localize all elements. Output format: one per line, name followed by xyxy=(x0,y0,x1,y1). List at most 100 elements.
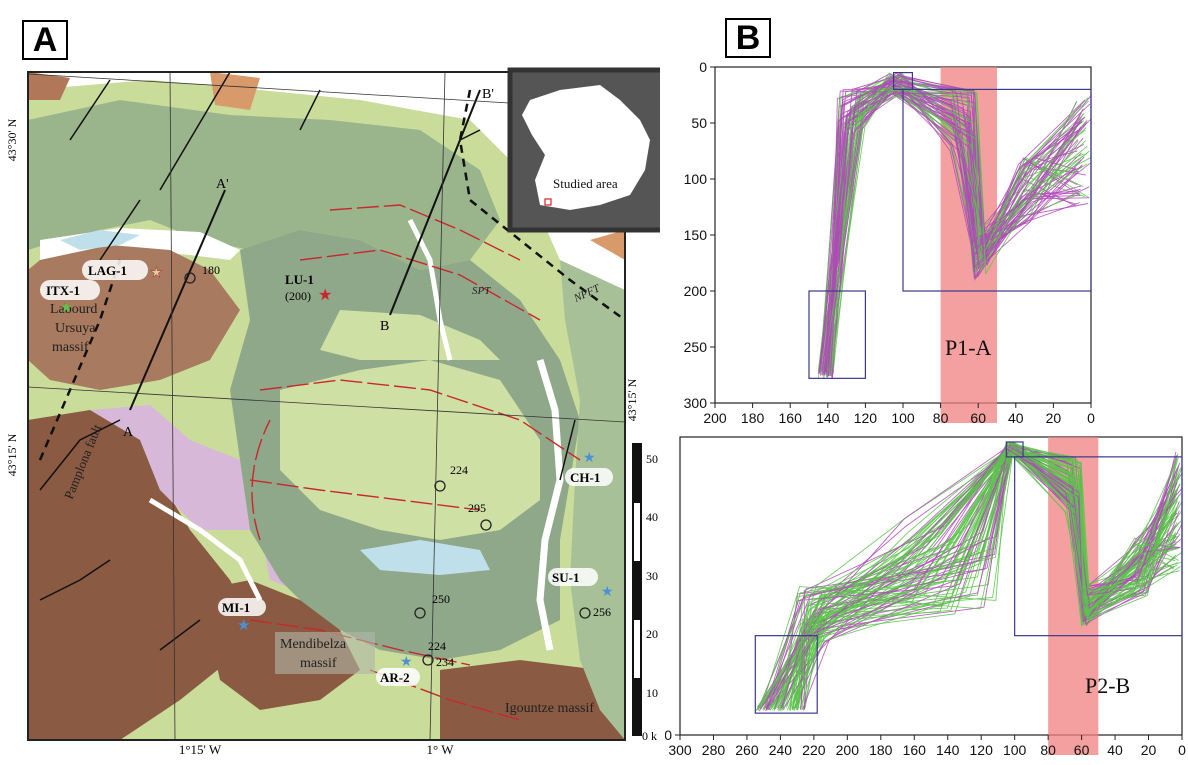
model-path xyxy=(830,85,1082,376)
model-path xyxy=(757,443,1182,710)
plot-p2-b: 300 280 260 240 220 200 180 160 140 120 100 80 60 40 2… xyxy=(665,436,1186,758)
well-label: AR-2 xyxy=(380,670,410,685)
constraint-box xyxy=(902,88,1092,292)
plot-p1-a: 200 180 160 140 120 100 80 60 40 20 0 050100150200… xyxy=(684,59,1095,426)
model-path xyxy=(793,450,1177,710)
x-tick-label: 40 xyxy=(1008,410,1024,426)
flysch-unit xyxy=(28,100,500,270)
model-path xyxy=(831,86,1090,371)
x-tick-label: 60 xyxy=(970,410,986,426)
y-tick-label: 250 xyxy=(684,339,708,355)
x-tick-label: 200 xyxy=(703,410,727,426)
model-path xyxy=(791,443,1178,709)
inset-label: Studied area xyxy=(553,176,618,191)
section-line-a xyxy=(129,189,226,411)
x-tick-label: 60 xyxy=(1074,742,1090,758)
model-path xyxy=(825,79,1092,375)
scale-tick: 40 xyxy=(646,510,658,524)
model-path xyxy=(824,90,1080,376)
section-a-prime-label: A' xyxy=(216,177,229,192)
model-path xyxy=(829,81,1080,370)
well-label: LAG-1 xyxy=(88,263,127,278)
depth-label-256: 256 xyxy=(593,605,611,619)
inset-map: Studied area xyxy=(507,67,660,233)
spt-label: SPT xyxy=(472,285,491,297)
model-path xyxy=(827,91,1077,375)
x-tick-label: 160 xyxy=(779,410,803,426)
x-tick-label: 180 xyxy=(869,742,893,758)
x-tick-label: 240 xyxy=(769,742,793,758)
x-tick-label: 140 xyxy=(816,410,840,426)
constraint-box xyxy=(1014,456,1183,637)
model-path xyxy=(771,449,1178,709)
well-lag-1: LAG-1 ★ xyxy=(82,260,163,281)
depth-label-250: 250 xyxy=(432,592,450,606)
star-icon: ★ xyxy=(583,451,596,466)
geological-map: Studied area 43°30' N 43°15' N 43°15' N … xyxy=(5,67,660,757)
x-tick-label: 140 xyxy=(936,742,960,758)
lat-label-top: 43°30' N xyxy=(5,118,19,161)
well-label: SU-1 xyxy=(552,570,579,585)
x-tick-label: 80 xyxy=(933,410,949,426)
y-tick-label: 100 xyxy=(684,171,708,187)
model-path xyxy=(801,451,1178,711)
igountze-label: Igountze massif xyxy=(505,701,594,716)
model-path xyxy=(758,443,1177,712)
well-label: CH-1 xyxy=(570,470,600,485)
paleozoic-basement xyxy=(28,410,250,740)
mendibelza-label-2: massif xyxy=(300,656,337,671)
star-icon: ★ xyxy=(318,287,332,304)
x-tick-label: 120 xyxy=(970,742,994,758)
inset-location-marker xyxy=(544,198,552,206)
section-line-b xyxy=(389,89,481,316)
section-a-label: A xyxy=(123,425,134,440)
model-path xyxy=(823,92,1083,375)
well-mi-1: MI-1 ★ xyxy=(218,598,266,634)
model-path xyxy=(817,83,1079,375)
y-tick-label: 150 xyxy=(684,227,708,243)
model-path xyxy=(782,450,1178,711)
star-icon: ★ xyxy=(601,585,614,600)
model-path xyxy=(756,444,1176,708)
mendibelza-label-1: Mendibelza xyxy=(280,637,347,652)
model-path xyxy=(823,75,1091,375)
well-lu-1: LU-1 ★ (200) xyxy=(285,272,332,304)
well-su-1: SU-1 ★ xyxy=(548,568,614,600)
x-tick-label: 280 xyxy=(702,742,726,758)
model-path xyxy=(818,91,1082,374)
scale-tick: 20 xyxy=(646,627,658,641)
section-b-label: B xyxy=(380,319,389,334)
depth-label-295: 295 xyxy=(468,501,486,515)
model-path xyxy=(765,442,1175,709)
star-icon: ★ xyxy=(400,655,413,670)
model-path xyxy=(826,88,1086,378)
depth-label-234: 234 xyxy=(436,655,454,669)
y-tick-label: 0 xyxy=(699,59,707,75)
depth-label-224b: 224 xyxy=(428,639,446,653)
model-path xyxy=(798,446,1178,709)
depth-label-lag: 180 xyxy=(202,263,220,277)
star-icon: ★ xyxy=(60,301,73,316)
scale-tick: 30 xyxy=(646,569,658,583)
x-tick-label: 0 xyxy=(1178,742,1186,758)
x-tick-label: 160 xyxy=(903,742,927,758)
model-path xyxy=(793,451,1179,712)
model-path xyxy=(829,78,1077,377)
section-b-prime-label: B' xyxy=(482,87,494,102)
x-tick-label: 20 xyxy=(1141,742,1157,758)
x-tick-label: 100 xyxy=(1003,742,1027,758)
plot-title: P2-B xyxy=(1085,673,1130,698)
labourd-label-2: Ursuya xyxy=(55,321,96,336)
x-tick-label: 260 xyxy=(735,742,759,758)
well-label: MI-1 xyxy=(222,600,250,615)
y-tick-label: 50 xyxy=(691,115,707,131)
well-itx-1: ITX-1 ★ xyxy=(40,280,100,316)
well-label: LU-1 xyxy=(285,272,314,287)
x-tick-label: 120 xyxy=(854,410,878,426)
star-icon: ★ xyxy=(237,618,250,634)
labourd-label-3: massif xyxy=(52,340,89,355)
scale-tick: 10 xyxy=(646,686,658,700)
well-ch-1: ★ CH-1 xyxy=(565,451,613,486)
x-tick-label: 40 xyxy=(1107,742,1123,758)
labourd-label-1: Labourd xyxy=(50,302,97,317)
